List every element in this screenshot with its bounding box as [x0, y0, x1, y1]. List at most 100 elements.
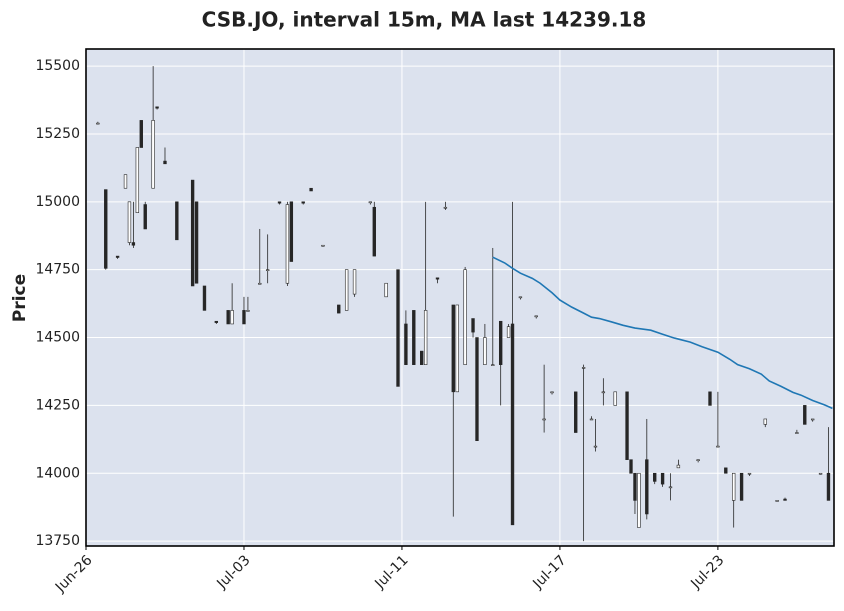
candle-body: [775, 500, 779, 502]
y-tick-label: 15500: [35, 58, 80, 74]
candle-body: [491, 364, 495, 366]
y-tick-label: 15000: [35, 194, 80, 210]
candle-body: [653, 472, 657, 482]
candle-body: [633, 472, 637, 501]
candle-body: [455, 304, 459, 393]
candle-body: [483, 337, 487, 365]
candle-body: [242, 310, 246, 325]
candle-body: [104, 189, 108, 269]
candle-body: [435, 277, 440, 280]
y-tick-label: 14000: [35, 465, 80, 481]
candle-body: [131, 242, 136, 246]
candle-body: [289, 201, 294, 262]
candle-body: [301, 201, 305, 204]
candle-body: [574, 391, 578, 433]
candle-body: [396, 269, 400, 387]
candle-body: [660, 472, 665, 485]
candle-body: [645, 459, 649, 515]
candle-body: [589, 418, 594, 421]
candle-body: [625, 391, 629, 460]
candle-body: [637, 472, 641, 528]
plot-frame: [85, 48, 835, 547]
x-tick-label: Jul-17: [529, 552, 569, 592]
candle-body: [534, 315, 538, 318]
candle-body: [668, 486, 673, 489]
candle-body: [127, 201, 132, 243]
candle-body: [321, 244, 325, 247]
candle-body: [716, 445, 720, 448]
candle-body: [202, 285, 207, 311]
x-tick-label: Jun-26: [52, 552, 96, 596]
y-tick-label: 14500: [35, 330, 80, 346]
candle-body: [163, 160, 167, 165]
candle-body: [155, 106, 159, 109]
candle-body: [783, 498, 787, 501]
candle-body: [135, 147, 140, 213]
candle-body: [423, 310, 428, 365]
candle-body: [676, 464, 681, 469]
candle-body: [230, 310, 234, 325]
candle-body: [175, 201, 179, 241]
candle-body: [724, 467, 728, 474]
candle-body: [214, 320, 219, 323]
candle-body: [550, 391, 554, 394]
candle-body: [443, 206, 448, 209]
candle-body: [123, 174, 128, 189]
candle-body: [763, 418, 767, 425]
candle-body: [151, 120, 155, 189]
candle-body: [420, 350, 424, 365]
candle-body: [629, 459, 633, 474]
plot-background: [86, 49, 834, 546]
x-tick-label: Jul-03: [213, 552, 253, 592]
candle-body: [542, 418, 546, 421]
moving-average-line: [492, 256, 833, 410]
y-axis-label: Price: [10, 274, 30, 322]
candle-body: [696, 459, 700, 461]
candle-body: [368, 201, 373, 204]
x-tick-label: Jul-11: [371, 552, 411, 592]
marks: [96, 66, 833, 542]
y-tick-label: 14250: [35, 397, 80, 413]
y-tick-label: 13750: [35, 533, 80, 549]
y-tick-label: 15250: [35, 126, 80, 142]
candle-body: [412, 310, 416, 365]
candle-body: [471, 318, 475, 333]
candle-body: [384, 282, 388, 298]
candle-body: [506, 326, 511, 338]
candle-body: [309, 187, 313, 192]
candle-body: [803, 405, 807, 425]
chart-title: CSB.JO, interval 15m, MA last 14239.18: [202, 8, 647, 32]
candle-body: [601, 391, 606, 394]
candle-body: [352, 269, 357, 295]
grid: [85, 49, 834, 546]
candle-body: [285, 204, 290, 284]
candle-body: [226, 310, 230, 325]
candle-body: [258, 282, 262, 285]
candle-body: [139, 120, 143, 148]
candle-body: [404, 323, 408, 365]
y-tick-label: 14750: [35, 262, 80, 278]
candle-body: [475, 337, 479, 441]
candle-body: [818, 472, 823, 475]
candle-body: [277, 201, 282, 204]
candle-body: [96, 122, 100, 125]
x-tick-label: Jul-23: [687, 552, 727, 592]
candle-body: [451, 304, 455, 393]
candle-body: [739, 472, 744, 501]
candle-body: [344, 269, 349, 311]
candle-body: [826, 472, 831, 501]
candle-body: [581, 367, 586, 369]
candle-body: [463, 269, 467, 365]
candle-body: [732, 472, 736, 501]
candle-body: [190, 179, 195, 287]
candle-body: [372, 206, 376, 257]
candle-body: [747, 472, 752, 475]
candle-body: [795, 432, 799, 434]
candle-body: [337, 304, 341, 314]
candle-body: [810, 418, 815, 421]
candle-body: [143, 204, 147, 230]
candle-body: [613, 391, 617, 406]
candle-body: [246, 310, 250, 312]
